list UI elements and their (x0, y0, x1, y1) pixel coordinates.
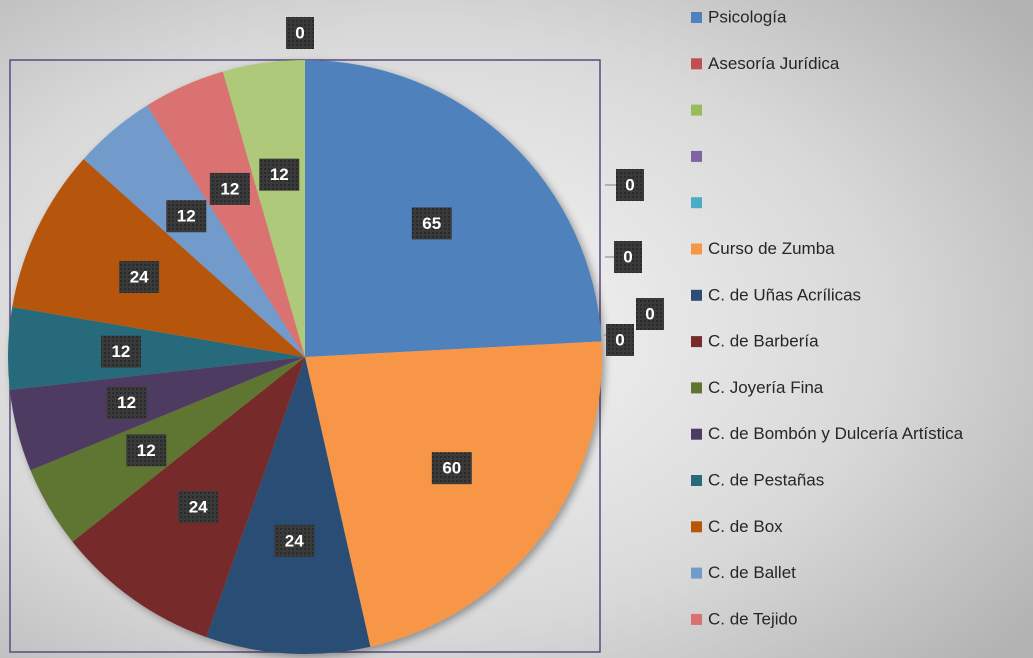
data-label: 0 (295, 23, 304, 42)
legend-swatch (691, 613, 702, 625)
data-label-box (166, 200, 207, 233)
pie-slice (305, 341, 602, 647)
data-label: 65 (422, 214, 441, 233)
pie-slice (30, 357, 306, 542)
legend-swatch (691, 382, 702, 394)
data-label: 12 (220, 179, 239, 198)
data-label: 0 (645, 304, 654, 323)
data-label-box (100, 335, 141, 368)
legend-swatch (691, 567, 702, 579)
pie-slice (222, 60, 305, 357)
data-label: 0 (615, 330, 624, 349)
legend-label: C. de Tejido (708, 609, 797, 628)
data-label: 12 (137, 441, 156, 460)
legend-swatch (691, 475, 702, 486)
data-label: 0 (625, 175, 634, 194)
legend-label: Asesoría Jurídica (708, 54, 840, 73)
data-label: 12 (177, 207, 196, 226)
legend-swatch (691, 428, 702, 440)
legend-label: C. de Pestañas (708, 470, 824, 489)
data-label: 12 (270, 165, 289, 184)
legend-swatch (691, 104, 702, 116)
pie-slice (12, 158, 305, 357)
data-label-box (411, 207, 452, 240)
data-label-box (126, 434, 167, 467)
legend-label: Psicología (708, 7, 787, 26)
data-label-box (286, 17, 314, 49)
data-label: 24 (285, 531, 304, 550)
legend-swatch (691, 197, 702, 209)
data-label-box (259, 158, 300, 191)
pie (7, 60, 602, 654)
legend-label: C. Joyería Fina (708, 378, 824, 397)
data-label-box (431, 452, 472, 485)
legend-label: C. de Ballet (708, 563, 796, 582)
data-label: 12 (117, 393, 136, 412)
legend-swatch (691, 336, 702, 348)
data-label-box (274, 524, 315, 557)
data-label-box (616, 169, 644, 201)
data-label-box (614, 241, 642, 273)
data-label-box (606, 324, 634, 356)
legend-label: C. de Uñas Acrílicas (708, 285, 861, 304)
legend-label: C. de Bombón y Dulcería Artística (708, 424, 964, 443)
legend-label: C. de Box (708, 517, 783, 536)
pie-slice (206, 357, 371, 654)
legend-label: Curso de Zumba (708, 239, 835, 258)
legend-swatch (691, 150, 702, 162)
data-label-box (636, 298, 664, 330)
data-label: 12 (111, 342, 130, 361)
legend-label: C. de Barbería (708, 332, 819, 351)
data-label-box (119, 260, 160, 293)
data-label: 0 (623, 247, 632, 266)
legend-swatch (691, 12, 702, 23)
pie-slice (7, 306, 306, 390)
data-label: 24 (130, 267, 149, 286)
legend-swatch (691, 243, 702, 255)
data-label-box (178, 490, 219, 523)
data-label-box (106, 386, 147, 419)
legend-swatch (691, 289, 702, 301)
data-label: 24 (189, 497, 208, 516)
legend-swatch (691, 58, 702, 70)
pie-slice (147, 71, 305, 357)
pie-slice (305, 60, 602, 357)
legend-swatch (691, 521, 702, 533)
data-label: 60 (442, 459, 461, 478)
data-label-box (209, 172, 250, 205)
pie-slice (9, 357, 306, 471)
